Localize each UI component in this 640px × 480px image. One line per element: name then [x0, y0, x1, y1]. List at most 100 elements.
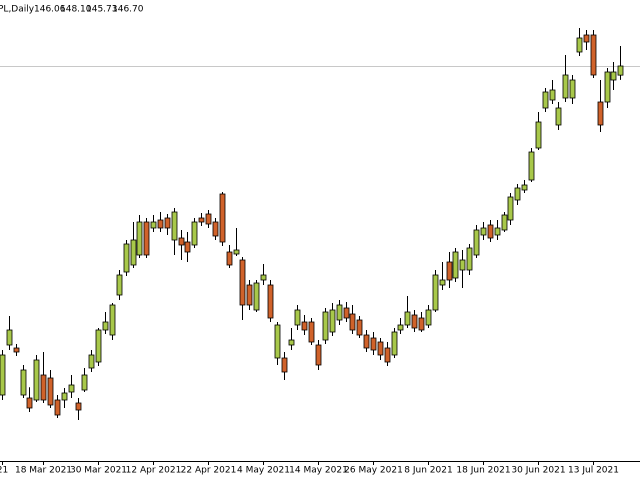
candle-body: [514, 187, 521, 201]
candle-body: [81, 374, 88, 391]
candle-body: [501, 214, 508, 231]
x-tick-label: 14 May 2021: [289, 466, 348, 476]
ohlc-label: 146.70: [112, 5, 144, 15]
symbol-label: PL,Daily: [0, 5, 35, 15]
candle-body: [363, 334, 370, 349]
candle-body: [432, 274, 439, 311]
candle-body: [47, 377, 54, 406]
candle-body: [562, 74, 569, 99]
candle-body: [418, 317, 425, 331]
candle-body: [33, 359, 40, 401]
candle-body: [397, 324, 404, 331]
candle-body: [171, 211, 178, 241]
candle-body: [6, 329, 13, 346]
candle-body: [466, 247, 473, 271]
candle-body: [233, 249, 240, 255]
candle-body: [260, 274, 267, 281]
ohlc-label: 148.10: [60, 5, 92, 15]
candle-body: [116, 274, 123, 296]
candle-body: [473, 229, 480, 256]
candle-body: [343, 307, 350, 319]
candle-body: [308, 321, 315, 343]
candle-body: [446, 261, 453, 281]
candle-body: [301, 321, 308, 331]
candle-body: [294, 309, 301, 326]
candle-body: [226, 251, 233, 266]
candle-body: [54, 399, 61, 416]
x-tick-label: 22 Apr 2021: [181, 466, 237, 476]
candle-body: [239, 259, 246, 306]
candle-body: [391, 331, 398, 356]
candle-body: [590, 34, 597, 76]
candle-body: [102, 321, 109, 331]
candle-body: [452, 251, 459, 279]
x-tick-label: 30 Mar 2021: [70, 466, 127, 476]
candle-body: [542, 91, 549, 109]
candle-body: [377, 341, 384, 356]
candle-body: [439, 279, 446, 286]
candle-body: [20, 369, 27, 396]
x-tick-label: 4 May 2021: [237, 466, 290, 476]
candle-body: [184, 241, 191, 253]
candle-body: [246, 284, 253, 306]
x-tick-label: 21: [0, 466, 8, 476]
candle-body: [459, 259, 466, 271]
candle-body: [411, 314, 418, 329]
candle-body: [322, 311, 329, 341]
x-tick-label: 12 Apr 2021: [126, 466, 182, 476]
candle-body: [212, 221, 219, 237]
candle-body: [336, 304, 343, 321]
candle-body: [26, 397, 33, 409]
candle-body: [315, 344, 322, 366]
candle-body: [61, 392, 68, 401]
candle-body: [267, 284, 274, 319]
candle-body: [40, 374, 47, 401]
candle-body: [198, 217, 205, 223]
x-tick-label: 26 May 2021: [344, 466, 403, 476]
candle-body: [150, 221, 157, 229]
x-tick-label: 13 Jul 2021: [568, 466, 619, 476]
candle-body: [494, 227, 501, 236]
x-tick-label: 18 Mar 2021: [15, 466, 72, 476]
candle-body: [136, 221, 143, 256]
candle-body: [404, 311, 411, 326]
x-tick-label: 30 Jun 2021: [511, 466, 565, 476]
candle-body: [281, 357, 288, 373]
candle-body: [164, 217, 171, 229]
candle-body: [288, 339, 295, 346]
candle-body: [329, 309, 336, 333]
candle-body: [555, 107, 562, 126]
candle-body: [617, 65, 624, 76]
candle-body: [109, 304, 116, 336]
candle-body: [569, 79, 576, 99]
x-tick-label: 8 Jun 2021: [404, 466, 452, 476]
candle-body: [123, 243, 130, 273]
candle-body: [75, 402, 82, 411]
candle-body: [274, 324, 281, 359]
candle-body: [480, 227, 487, 236]
candle-body: [157, 219, 164, 229]
candle-body: [0, 354, 6, 396]
candle-body: [349, 313, 356, 331]
candle-body: [604, 71, 611, 103]
candle-body: [88, 354, 95, 369]
candle-body: [95, 329, 102, 363]
candle-body: [507, 196, 514, 221]
ohlc-label: 146.06: [34, 5, 66, 15]
candle-body: [535, 121, 542, 149]
candle-body: [205, 213, 212, 225]
candle-body: [191, 221, 198, 246]
candle-body: [253, 282, 260, 311]
candle-body: [610, 71, 617, 81]
ohlc-label: 145.73: [86, 5, 118, 15]
candle-body: [384, 347, 391, 363]
candle-body: [597, 101, 604, 126]
candle-body: [425, 309, 432, 326]
candle-body: [583, 34, 590, 43]
candle-body: [143, 221, 150, 256]
candle-body: [521, 184, 528, 191]
candle-body: [219, 193, 226, 243]
candle-body: [68, 384, 75, 393]
